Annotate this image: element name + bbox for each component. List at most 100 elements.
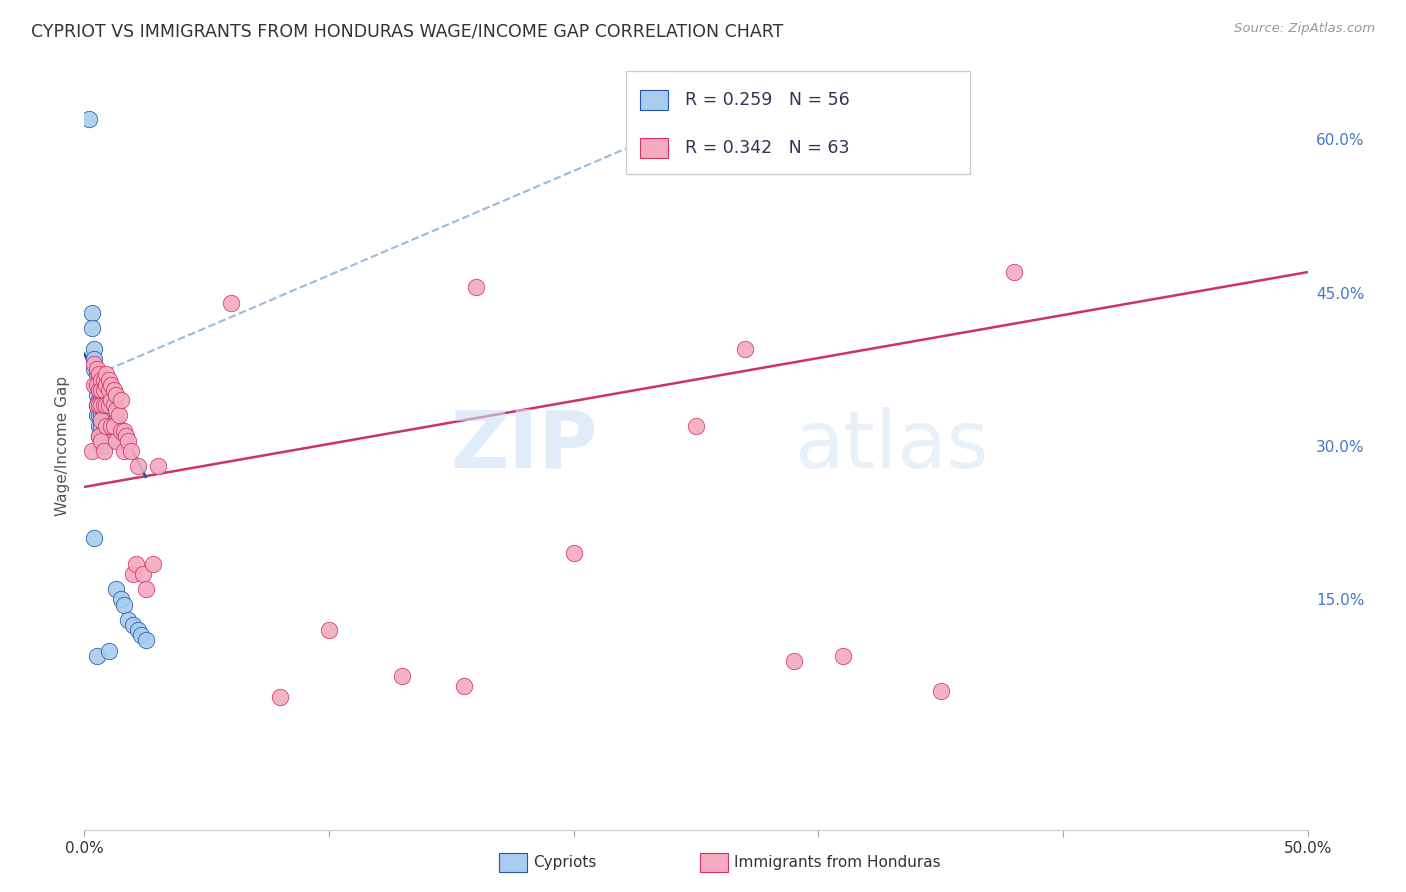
Point: [86, 377, 108, 392]
Point: [93, 439, 115, 453]
Point: [80, 306, 103, 320]
Point: [90, 418, 112, 433]
Point: [391, 669, 413, 683]
Point: [97, 383, 120, 397]
Text: atlas: atlas: [794, 407, 988, 485]
Point: [87, 368, 110, 382]
Point: [734, 342, 756, 356]
Y-axis label: Wage/Income Gap: Wage/Income Gap: [55, 376, 70, 516]
Point: [93, 383, 115, 397]
Point: [115, 429, 138, 443]
Point: [87, 398, 110, 412]
Point: [103, 398, 125, 412]
Point: [93, 424, 115, 438]
Point: [86, 388, 108, 402]
Point: [129, 628, 152, 642]
Point: [90, 398, 112, 412]
Point: [87, 383, 110, 397]
Point: [83, 362, 105, 376]
Point: [97, 409, 120, 423]
Point: [105, 403, 128, 417]
Point: [96, 398, 118, 412]
Point: [97, 418, 120, 433]
Point: [86, 398, 108, 412]
Point: [122, 566, 145, 581]
Text: CYPRIOT VS IMMIGRANTS FROM HONDURAS WAGE/INCOME GAP CORRELATION CHART: CYPRIOT VS IMMIGRANTS FROM HONDURAS WAGE…: [31, 22, 783, 40]
Point: [90, 377, 112, 392]
Point: [110, 392, 132, 407]
Point: [685, 418, 707, 433]
Point: [135, 582, 157, 597]
Point: [93, 444, 115, 458]
Text: Immigrants from Honduras: Immigrants from Honduras: [734, 855, 941, 870]
Point: [97, 372, 120, 386]
Point: [110, 592, 132, 607]
Point: [127, 623, 149, 637]
Point: [83, 352, 105, 367]
Point: [103, 409, 125, 423]
Point: [86, 648, 108, 663]
Point: [125, 557, 148, 571]
Point: [83, 531, 105, 545]
Point: [86, 368, 108, 382]
Point: [146, 459, 169, 474]
Point: [110, 424, 132, 438]
Point: [86, 377, 108, 392]
Point: [96, 388, 118, 402]
Point: [1002, 265, 1025, 279]
Point: [93, 413, 115, 427]
Point: [87, 392, 110, 407]
Point: [112, 424, 135, 438]
Point: [100, 418, 122, 433]
Point: [105, 582, 128, 597]
Point: [122, 618, 145, 632]
Point: [97, 398, 120, 412]
Point: [269, 690, 291, 704]
Point: [90, 398, 112, 412]
Point: [120, 444, 142, 458]
Point: [96, 418, 118, 433]
Point: [929, 684, 952, 698]
Point: [90, 413, 112, 427]
Point: [100, 398, 122, 412]
Point: [90, 409, 112, 423]
Point: [93, 403, 115, 417]
Point: [90, 429, 112, 443]
Point: [97, 643, 120, 657]
Point: [219, 295, 242, 310]
Point: [117, 613, 139, 627]
Point: [87, 372, 110, 386]
Point: [83, 342, 105, 356]
Point: [100, 377, 122, 392]
Point: [112, 598, 135, 612]
Point: [90, 439, 112, 453]
Point: [93, 392, 115, 407]
Point: [110, 424, 132, 438]
Point: [87, 429, 110, 443]
Point: [453, 679, 475, 693]
Point: [80, 444, 103, 458]
Point: [97, 392, 120, 407]
Point: [562, 546, 585, 560]
Text: R = 0.342   N = 63: R = 0.342 N = 63: [685, 139, 849, 157]
Point: [135, 633, 157, 648]
Point: [86, 409, 108, 423]
Point: [112, 444, 135, 458]
Point: [93, 383, 115, 397]
Point: [142, 557, 165, 571]
Point: [80, 321, 103, 335]
Point: [831, 648, 853, 663]
Point: [96, 398, 118, 412]
Point: [96, 377, 118, 392]
Point: [127, 459, 149, 474]
Point: [105, 413, 128, 427]
Point: [464, 280, 486, 294]
Point: [105, 388, 128, 402]
Point: [90, 388, 112, 402]
Point: [96, 368, 118, 382]
Point: [90, 372, 112, 386]
Point: [107, 409, 129, 423]
Point: [105, 434, 128, 448]
Point: [117, 434, 139, 448]
Point: [112, 434, 135, 448]
